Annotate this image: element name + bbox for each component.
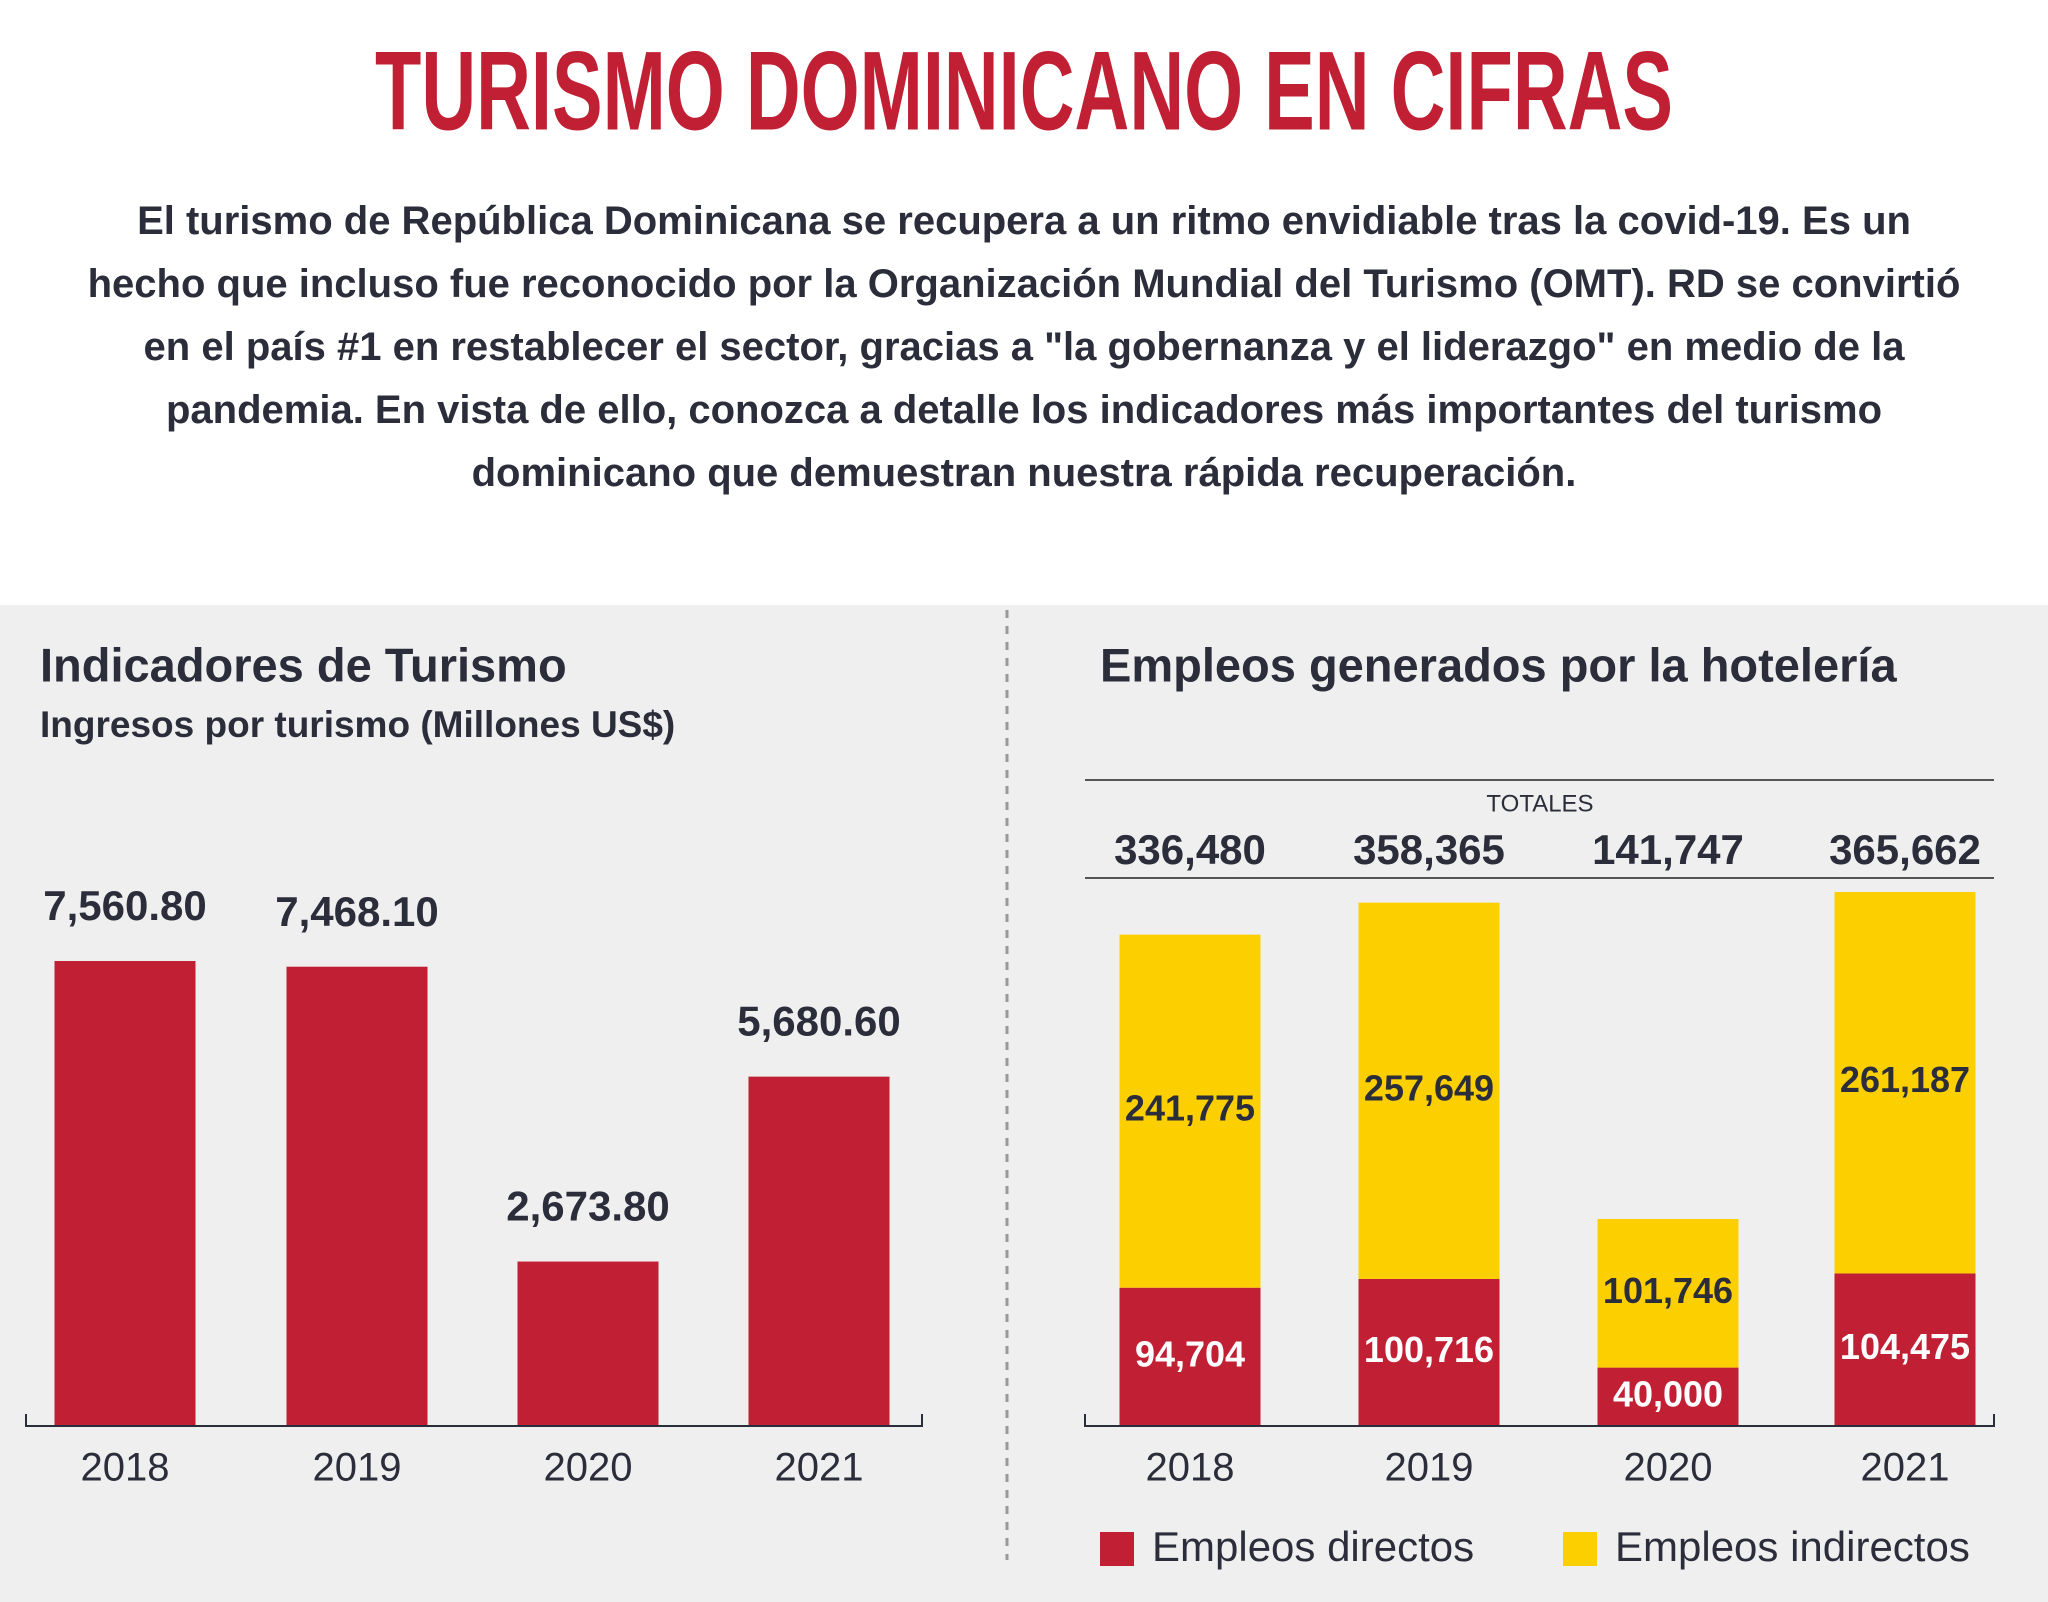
intro-text: El turismo de República Dominicana se re… [87,199,1961,495]
bar-segment [1834,892,1976,1274]
total-label: 358,365 [1353,826,1505,873]
value-label: 40,000 [1613,1373,1723,1414]
x-tick-label: 2020 [1624,1446,1713,1490]
value-label: 241,775 [1125,1088,1255,1129]
legend-swatch [1100,1532,1134,1566]
page-title: TURISMO DOMINICANO EN CIFRAS [375,29,1673,154]
value-label: 104,475 [1840,1326,1970,1367]
bar-segment [1358,1278,1500,1426]
totals-title: TOTALES [1486,790,1593,817]
x-tick-label: 2020 [544,1446,633,1490]
value-label: 261,187 [1840,1059,1970,1100]
x-tick-label: 2021 [1861,1446,1950,1490]
x-tick-label: 2019 [313,1446,402,1490]
x-tick-label: 2018 [1146,1446,1235,1490]
bar-segment [1358,902,1500,1279]
x-axis [25,1414,923,1427]
value-label: 2,673.80 [506,1183,670,1230]
chart-subtitle: Ingresos por turismo (Millones US$) [40,704,675,745]
value-label: 257,649 [1364,1067,1494,1108]
value-label: 5,680.60 [737,998,901,1045]
total-label: 336,480 [1114,826,1266,873]
bar [748,1076,890,1426]
chart-title: Indicadores de Turismo [40,638,567,691]
value-label: 101,746 [1603,1270,1733,1311]
total-label: 365,662 [1829,826,1981,873]
x-tick-label: 2019 [1385,1446,1474,1490]
bar [517,1261,659,1426]
bar-segment [1834,1273,1976,1426]
chart-title: Empleos generados por la hotelería [1100,638,1897,691]
value-label: 94,704 [1135,1333,1245,1374]
legend-swatch [1563,1532,1597,1566]
x-tick-label: 2021 [775,1446,864,1490]
bar [54,961,196,1426]
total-label: 141,747 [1592,826,1744,873]
legend-label: Empleos indirectos [1615,1523,1970,1570]
x-axis [1084,1414,1995,1427]
value-label: 100,716 [1364,1329,1494,1370]
value-label: 7,468.10 [275,888,439,935]
bar-segment [1119,1287,1261,1426]
bar-segment [1119,934,1261,1288]
bar-segment [1597,1218,1739,1368]
value-label: 7,560.80 [43,882,207,929]
bar [286,966,428,1426]
legend-label: Empleos directos [1152,1523,1474,1570]
bar-segment [1597,1367,1739,1426]
x-tick-label: 2018 [81,1446,170,1490]
